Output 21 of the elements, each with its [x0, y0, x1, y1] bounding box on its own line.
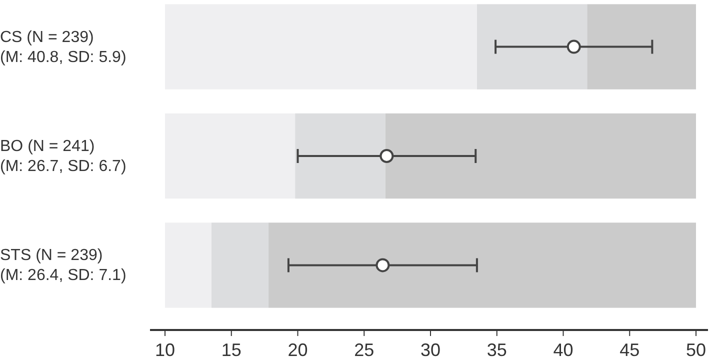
x-tick-label: 20 — [288, 340, 308, 360]
bar — [268, 222, 696, 308]
y-tick-label: BO (N = 241) (M: 26.7, SD: 6.7) — [0, 138, 126, 175]
x-tick-label: 30 — [420, 340, 441, 360]
bar — [587, 4, 696, 90]
x-tick-label: 40 — [553, 340, 574, 360]
bar — [165, 113, 296, 199]
bar — [211, 222, 269, 308]
x-tick-label: 45 — [620, 340, 640, 360]
y-tick-label: CS (N = 239) (M: 40.8, SD: 5.9) — [0, 28, 126, 66]
x-tick-label: 10 — [154, 340, 176, 360]
x-tick-label: 35 — [486, 340, 507, 360]
x-tick-label: 25 — [354, 340, 374, 360]
x-tick-label: 15 — [221, 340, 242, 360]
x-tick-label: 50 — [686, 340, 706, 360]
bar — [165, 222, 212, 308]
bar — [295, 113, 386, 199]
bar — [476, 4, 588, 90]
y-tick-label: STS (N = 239) (M: 26.4, SD: 7.1) — [0, 247, 126, 284]
bar — [385, 113, 696, 199]
bar — [165, 4, 477, 90]
